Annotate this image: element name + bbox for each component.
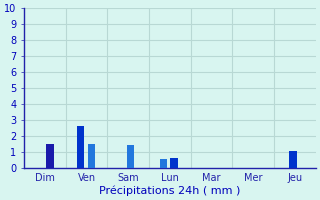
Bar <box>46 144 54 168</box>
Bar <box>88 144 95 168</box>
X-axis label: Précipitations 24h ( mm ): Précipitations 24h ( mm ) <box>99 185 241 196</box>
Bar <box>76 126 84 168</box>
Bar <box>289 151 297 168</box>
Bar <box>170 158 178 168</box>
Bar <box>127 145 134 168</box>
Bar <box>160 159 167 168</box>
